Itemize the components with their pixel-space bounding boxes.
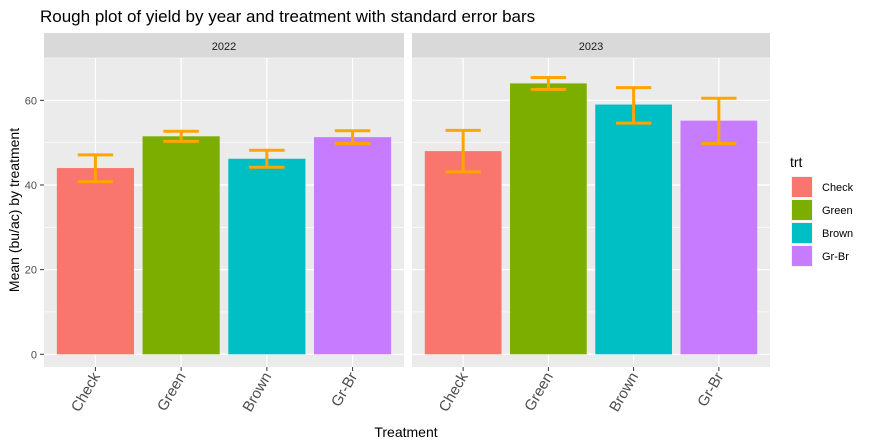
x-axis-title: Treatment [374,424,437,440]
error-bar-gr-br-2022 [334,129,371,146]
bar-green-2023 [510,83,587,355]
legend-label: Green [822,205,853,217]
facet-strip [412,33,770,58]
bar-gr-br-2023 [680,120,758,355]
x-tick-label: Brown [606,370,642,415]
error-bar-check-2022 [77,153,114,184]
error-bar-check-2023 [445,128,481,174]
bar-gr-br-2022 [314,137,392,355]
legend-label: Gr-Br [822,251,849,263]
bar-brown-2023 [595,104,672,355]
error-bar-green-2022 [163,129,199,143]
x-tick-label: Check [436,369,472,415]
facet-panel-2023: 2023 Check Green Brown Gr-Br [412,33,770,415]
legend-item-check: Check [791,176,854,198]
bar-check-2023 [424,151,502,355]
facet-panel-2022: 2022 Check Green Brown Gr-Br [44,33,404,415]
legend-item-green: Green [791,199,853,221]
error-bar-gr-br-2023 [701,96,737,146]
x-tick-label: Gr-Br [328,370,361,410]
legend-item-brown: Brown [791,222,853,244]
legend-swatch [792,223,812,243]
bar-brown-2022 [228,158,306,355]
y-tick-label: 0 [31,349,37,361]
legend-label: Brown [822,228,853,240]
legend: trt Check Green Brown Gr-Br [790,154,854,267]
legend-swatch [792,200,812,220]
y-axis-title: Mean (bu/ac) by treatment [6,128,22,292]
chart-title: Rough plot of yield by year and treatmen… [40,7,535,26]
error-bar-brown-2022 [249,148,285,169]
legend-item-gr-br: Gr-Br [791,245,849,267]
legend-label: Check [822,182,854,194]
x-tick-label: Gr-Br [694,370,727,410]
y-tick-label: 20 [25,265,37,277]
y-tick-label: 40 [25,180,37,192]
legend-title: trt [790,154,803,170]
y-tick-label: 60 [25,95,37,107]
bar-check-2022 [56,168,134,355]
facet-strip-label: 2022 [212,41,236,53]
facet-strip-label: 2023 [579,41,603,53]
facet-strip [44,33,404,58]
y-axis: 0 20 40 60 [25,95,44,361]
error-bar-brown-2023 [615,86,652,125]
bar-green-2022 [142,136,220,355]
legend-swatch [792,246,812,266]
x-tick-label: Brown [239,370,275,415]
chart-panels: 2022 Check Green Brown Gr-Br 2023 Check Green Br… [25,33,770,415]
x-tick-label: Green [521,370,557,415]
legend-swatch [792,177,812,197]
x-tick-label: Check [68,369,104,415]
error-bar-green-2023 [530,75,567,91]
x-tick-label: Green [154,370,190,415]
